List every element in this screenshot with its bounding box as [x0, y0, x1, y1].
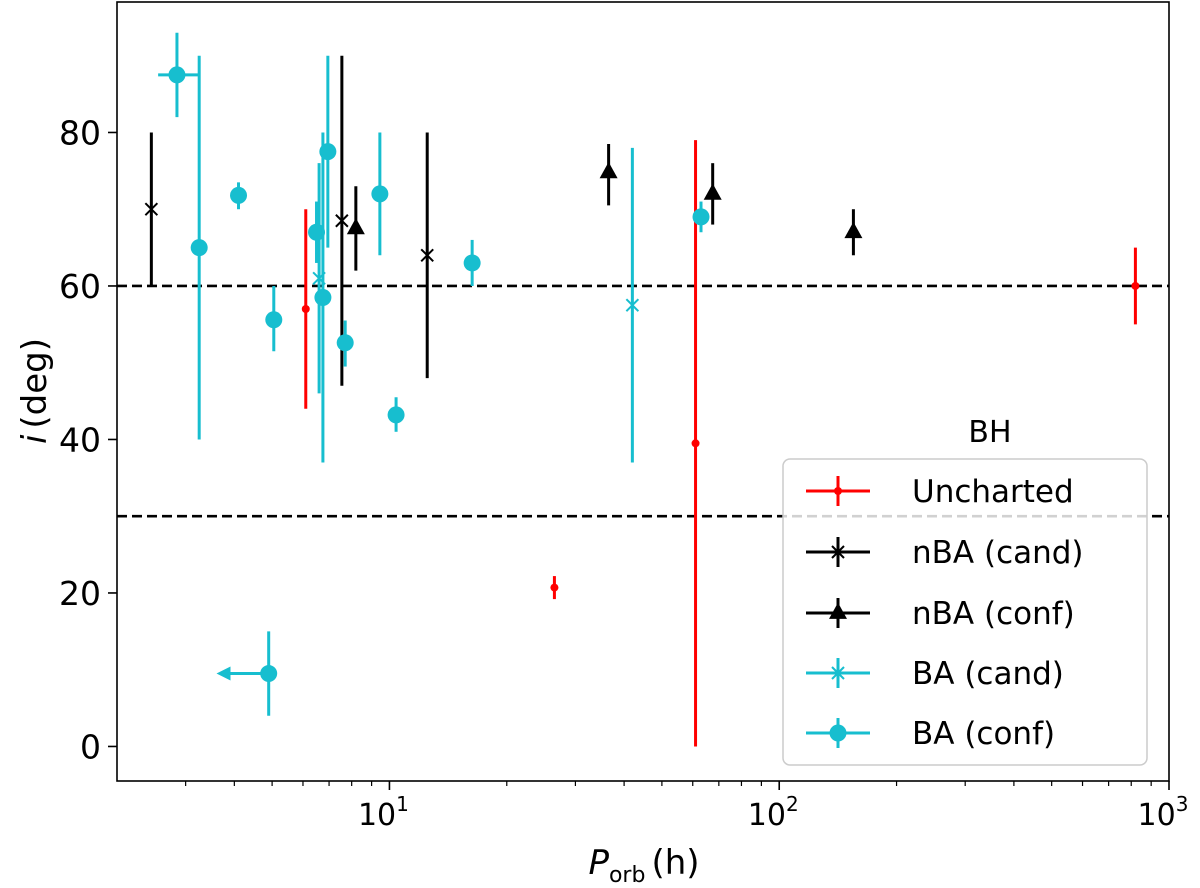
- marker-circle: [371, 185, 389, 203]
- marker-triangle: [346, 218, 365, 235]
- x-tick-label: 103: [1138, 792, 1189, 833]
- marker-triangle: [703, 183, 722, 200]
- data-point: [336, 320, 354, 367]
- y-tick-label: 0: [80, 727, 101, 766]
- marker-circle: [829, 724, 847, 742]
- plot-frame: [116, 1, 1170, 782]
- marker-circle: [265, 311, 283, 329]
- data-point: [319, 55, 337, 248]
- marker-x: [420, 248, 434, 262]
- legend-entry: nBA (conf): [806, 596, 1075, 632]
- legend-entry: Uncharted: [806, 474, 1074, 510]
- marker-circle: [260, 665, 278, 683]
- marker-circle: [230, 186, 248, 204]
- series-ba-cand: [312, 147, 640, 463]
- data-point: [346, 186, 365, 271]
- marker-x: [625, 298, 640, 312]
- arrow-head: [216, 666, 231, 681]
- marker-circle: [692, 208, 710, 226]
- data-point: [190, 55, 208, 440]
- marker-dot: [550, 583, 559, 592]
- data-point: [144, 132, 159, 286]
- marker-circle: [463, 254, 481, 272]
- marker-triangle: [599, 162, 618, 179]
- data-point: [158, 32, 200, 118]
- marker-triangle: [829, 602, 847, 619]
- legend-label: nBA (conf): [912, 596, 1075, 632]
- data-point: [230, 182, 248, 210]
- data-point: [335, 55, 349, 386]
- marker-circle: [308, 223, 326, 241]
- data-point: [550, 576, 559, 600]
- series-ba-conf: [158, 32, 710, 716]
- data-point: [308, 201, 326, 263]
- legend-title: BH: [968, 415, 1011, 450]
- legend-entries: Uncharted nBA (cand) nBA (conf) BA (cand) BA…: [806, 474, 1084, 752]
- x-tick-label: 102: [748, 792, 799, 833]
- legend-label: BA (conf): [912, 716, 1055, 752]
- marker-dot: [691, 439, 700, 448]
- marker-circle: [336, 334, 354, 352]
- marker-x: [144, 202, 159, 216]
- data-point: [387, 397, 405, 432]
- data-point: [599, 143, 618, 206]
- legend-label: BA (cand): [912, 656, 1064, 692]
- marker-circle: [314, 288, 332, 306]
- x-tick-label: 101: [358, 792, 409, 833]
- data-point: [691, 140, 700, 747]
- data-point: [371, 132, 389, 256]
- marker-dot: [834, 487, 842, 495]
- x-axis-label: Porb (h): [588, 843, 699, 888]
- data-point: [844, 209, 863, 256]
- y-tick-label: 20: [59, 574, 101, 613]
- series-nba-conf: [346, 143, 863, 271]
- data-point: [216, 631, 278, 716]
- legend-entry: BA (cand): [806, 656, 1064, 692]
- data-points: [144, 32, 1140, 747]
- marker-circle: [387, 406, 405, 424]
- legend-frame: [782, 458, 1148, 766]
- legend-entry: nBA (cand): [806, 535, 1084, 571]
- series-nba-cand: [144, 55, 434, 386]
- marker-triangle: [844, 221, 863, 239]
- y-tick-label: 80: [59, 113, 101, 152]
- data-point: [625, 147, 640, 463]
- data-point: [314, 132, 332, 463]
- data-point: [1131, 247, 1140, 325]
- y-tick-label: 60: [59, 267, 101, 306]
- marker-circle: [168, 66, 186, 84]
- y-tick-label: 40: [59, 420, 101, 459]
- marker-circle: [319, 143, 337, 161]
- marker-dot: [301, 304, 310, 313]
- marker-dot: [1131, 281, 1140, 290]
- data-point: [463, 239, 481, 286]
- data-point: [265, 285, 283, 352]
- legend-label: Uncharted: [912, 474, 1074, 510]
- y-axis-label: i(deg): [15, 338, 55, 444]
- data-point: [420, 132, 434, 379]
- axis-ticks: 0 20 40 60 80 101 102 103: [59, 113, 1188, 833]
- data-point: [692, 201, 710, 233]
- legend-label: nBA (cand): [912, 535, 1084, 571]
- legend: BH Uncharted nBA (cand) nBA (conf) BA (cand…: [782, 415, 1148, 766]
- marker-x: [831, 666, 845, 680]
- marker-x: [335, 214, 349, 228]
- series-uncharted: [301, 140, 1140, 747]
- data-point: [703, 163, 722, 225]
- data-point: [301, 209, 310, 409]
- marker-circle: [190, 239, 208, 257]
- legend-entry: BA (conf): [806, 716, 1055, 752]
- marker-x: [831, 545, 845, 559]
